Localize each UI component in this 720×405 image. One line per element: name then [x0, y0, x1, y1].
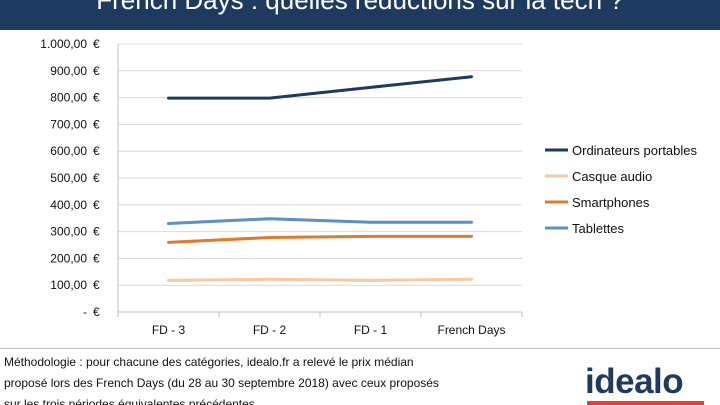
legend-label: Tablettes: [572, 221, 625, 236]
methodology-note: Méthodologie : pour chacune des catégori…: [4, 352, 504, 405]
legend-label: Smartphones: [572, 195, 650, 210]
legend-label: Ordinateurs portables: [572, 143, 698, 158]
chart-title: French Days : quelles réductions sur la …: [96, 0, 624, 15]
y-tick-label: 800,00: [50, 91, 87, 105]
y-tick-label: 900,00: [50, 64, 87, 78]
series-line: [167, 277, 473, 282]
y-tick-label: 300,00: [50, 225, 87, 239]
idealo-logo: idealo: [585, 362, 684, 401]
line-chart: - €100,00 €200,00 €300,00 €400,00 €500,00 €600…: [40, 37, 698, 337]
y-tick-currency: €: [93, 305, 100, 319]
y-tick-currency: €: [93, 117, 100, 131]
y-tick-currency: €: [93, 37, 100, 51]
methodology-line: sur les trois périodes équivalentes préc…: [4, 397, 255, 405]
x-tick-label: FD - 1: [354, 323, 388, 337]
x-tick-label: FD - 2: [253, 323, 287, 337]
y-tick-currency: €: [93, 171, 100, 185]
y-tick-label: 200,00: [50, 251, 87, 265]
x-tick-label: FD - 3: [152, 323, 186, 337]
series-line: [167, 217, 473, 226]
legend-label: Casque audio: [572, 169, 652, 184]
y-tick-label: 400,00: [50, 198, 87, 212]
y-tick-label: 500,00: [50, 171, 87, 185]
y-tick-label: 100,00: [50, 278, 87, 292]
y-tick-currency: €: [93, 278, 100, 292]
x-tick-label: French Days: [437, 323, 505, 337]
y-tick-label: -: [83, 305, 87, 319]
y-tick-label: 700,00: [50, 117, 87, 131]
title-bar: French Days : quelles réductions sur la …: [0, 0, 720, 30]
y-tick-currency: €: [93, 198, 100, 212]
chart-area: - €100,00 €200,00 €300,00 €400,00 €500,00 €600…: [0, 30, 720, 349]
y-tick-currency: €: [93, 91, 100, 105]
methodology-line: proposé lors des French Days (du 28 au 3…: [4, 376, 439, 390]
y-tick-currency: €: [93, 251, 100, 265]
y-tick-currency: €: [93, 225, 100, 239]
series-line: [167, 75, 473, 100]
logo-accent-bar: [587, 401, 704, 405]
y-tick-label: 600,00: [50, 144, 87, 158]
methodology-line: Méthodologie : pour chacune des catégori…: [4, 355, 414, 369]
y-tick-label: 1.000,00: [40, 37, 87, 51]
series-line: [167, 234, 473, 244]
y-tick-currency: €: [93, 64, 100, 78]
y-tick-currency: €: [93, 144, 100, 158]
